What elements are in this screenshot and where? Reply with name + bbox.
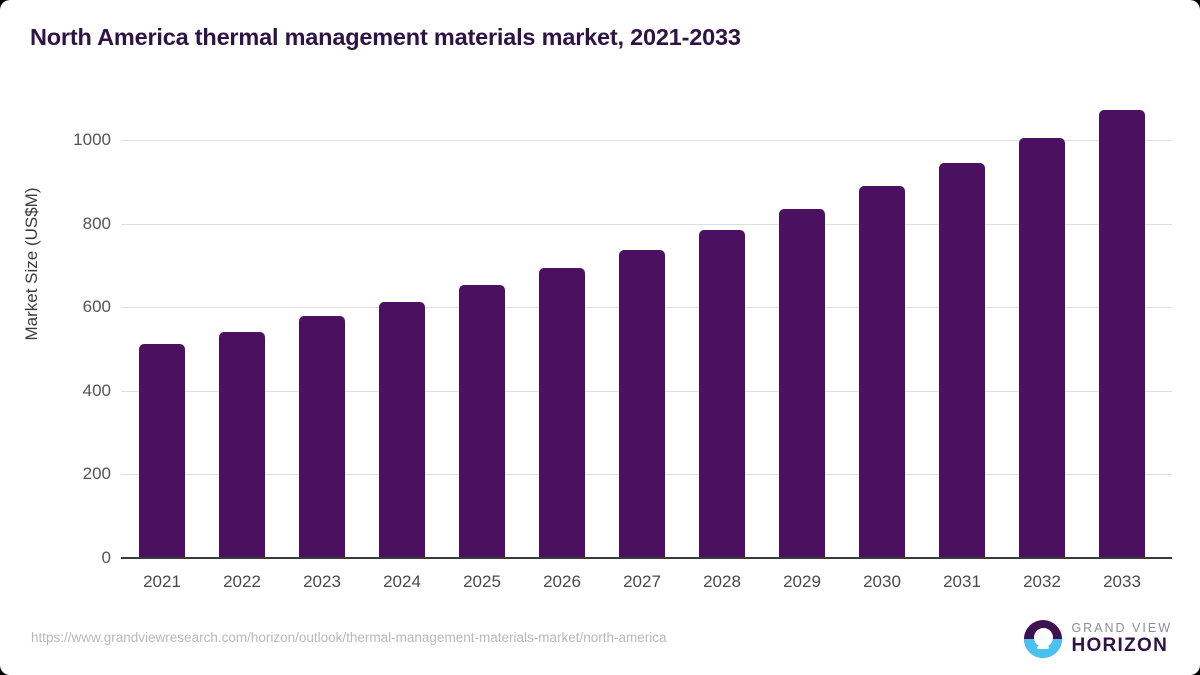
bar-2032[interactable] [1019, 137, 1065, 558]
logo-bottom-text: HORIZON [1071, 634, 1169, 656]
x-tick-label-2025: 2025 [463, 572, 501, 591]
bar-2028[interactable] [699, 229, 745, 558]
x-tick-label-2030: 2030 [863, 572, 901, 591]
x-tick-label-2029: 2029 [783, 572, 821, 591]
x-tick-label-2024: 2024 [383, 572, 421, 591]
bar-2022[interactable] [219, 332, 265, 558]
bar-2029[interactable] [779, 208, 825, 558]
y-axis-title: Market Size (US$M) [22, 187, 41, 341]
x-axis-line [121, 557, 1172, 559]
bar-2021[interactable] [139, 344, 185, 558]
logo-top-text: GRAND VIEW [1071, 621, 1172, 636]
plot-area [121, 109, 1172, 558]
x-tick-label-2023: 2023 [303, 572, 341, 591]
bar-2023[interactable] [299, 316, 345, 558]
logo-ray-1 [1034, 640, 1052, 644]
brand-logo[interactable]: GRAND VIEW HORIZON [1024, 620, 1172, 658]
bar-2027[interactable] [619, 249, 665, 558]
bar-2025[interactable] [459, 285, 505, 558]
x-tick-label-2026: 2026 [543, 572, 581, 591]
bar-2026[interactable] [539, 268, 585, 558]
y-tick-label: 200 [82, 464, 111, 484]
y-tick-label: 400 [82, 380, 111, 400]
x-tick-label-2033: 2033 [1103, 572, 1141, 591]
x-tick-label-2022: 2022 [223, 572, 261, 591]
y-tick-label: 1000 [73, 130, 111, 149]
x-tick-label-2028: 2028 [703, 572, 741, 591]
bar-2031[interactable] [939, 162, 985, 558]
bar-2030[interactable] [859, 185, 905, 558]
y-tick-label: 800 [82, 213, 111, 233]
gridline-800 [121, 223, 1172, 225]
bar-2033[interactable] [1099, 109, 1145, 558]
source-url[interactable]: https://www.grandviewresearch.com/horizo… [31, 630, 667, 645]
gridline-1000 [121, 140, 1172, 141]
x-tick-label-2021: 2021 [143, 572, 181, 591]
x-tick-label-2031: 2031 [943, 572, 981, 591]
x-tick-label-2032: 2032 [1023, 572, 1061, 591]
logo-wordmark: GRAND VIEW HORIZON [1071, 621, 1172, 656]
x-tick-label-2027: 2027 [623, 572, 661, 591]
horizon-sun-icon [1024, 620, 1063, 658]
y-tick-label: 600 [82, 297, 111, 317]
logo-ray-2 [1037, 646, 1050, 649]
bar-2024[interactable] [379, 302, 425, 558]
y-tick-label: 0 [101, 548, 111, 567]
page-title: North America thermal management materia… [30, 24, 741, 50]
